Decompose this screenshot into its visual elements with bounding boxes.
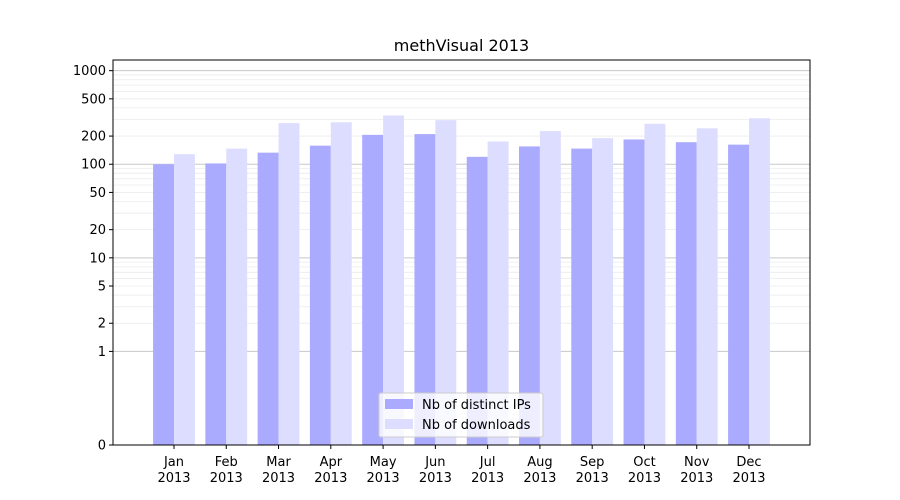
bar-distinct-ips <box>571 148 593 445</box>
bar-distinct-ips <box>153 164 174 445</box>
legend-label-downloads: Nb of downloads <box>422 418 531 433</box>
bar-downloads <box>330 122 352 445</box>
x-tick-label: Sep 2013 <box>576 455 609 486</box>
bar-distinct-ips <box>205 163 227 445</box>
bar-downloads <box>749 118 770 445</box>
bar-downloads <box>173 154 195 446</box>
x-tick-label: Mar 2013 <box>262 455 295 486</box>
bars-layer <box>153 115 770 446</box>
bar-distinct-ips <box>728 144 750 445</box>
bar-distinct-ips <box>414 134 436 446</box>
bar-downloads <box>278 123 300 446</box>
bar-distinct-ips <box>675 142 697 445</box>
x-tick-label: Nov 2013 <box>680 455 713 486</box>
x-tick-label: Feb 2013 <box>210 455 243 486</box>
x-tick-label: Apr 2013 <box>314 455 347 486</box>
y-axis: 0 1 2 5 10 20 50 100 200 500 1000 <box>73 64 113 454</box>
x-tick-label: Aug 2013 <box>523 455 556 486</box>
bar-downloads <box>487 141 509 445</box>
y-tick-label: 2 <box>98 317 106 332</box>
bar-downloads <box>539 131 561 445</box>
y-tick-label: 5 <box>98 280 106 295</box>
bar-downloads <box>383 115 404 445</box>
bar-distinct-ips <box>466 156 488 446</box>
legend: Nb of distinct IPs Nb of downloads <box>378 392 544 438</box>
bar-distinct-ips <box>362 134 384 446</box>
plot-frame <box>112 59 811 446</box>
x-tick-label: Jul 2013 <box>471 455 504 486</box>
x-tick-label: Jun 2013 <box>419 455 452 486</box>
y-tick-label: 200 <box>81 130 106 145</box>
bar-downloads <box>644 123 666 445</box>
y-tick-label: 10 <box>89 251 106 266</box>
y-tick-label: 1 <box>98 345 106 360</box>
bar-distinct-ips <box>623 139 645 445</box>
bar-distinct-ips <box>257 152 279 445</box>
bar-downloads <box>435 120 457 445</box>
chart-title: methVisual 2013 <box>394 36 529 55</box>
bar-downloads <box>696 128 718 445</box>
legend-label-ips: Nb of distinct IPs <box>422 398 531 413</box>
bar-downloads <box>592 138 614 446</box>
y-tick-label: 500 <box>81 92 106 107</box>
y-tick-label: 1000 <box>73 64 106 79</box>
y-tick-label: 20 <box>89 223 106 238</box>
x-tick-label: Jan 2013 <box>157 455 190 486</box>
x-tick-label: Oct 2013 <box>628 455 661 486</box>
legend-box <box>378 392 544 438</box>
y-tick-label: 50 <box>89 186 106 201</box>
x-tick-label: Dec 2013 <box>732 455 765 486</box>
legend-swatch-ips <box>385 399 413 409</box>
y-tick-label: 0 <box>98 439 106 454</box>
y-tick-label: 100 <box>81 158 106 173</box>
bar-downloads <box>226 148 248 445</box>
x-tick-label: May 2013 <box>367 455 400 486</box>
legend-swatch-downloads <box>385 419 413 429</box>
bar-distinct-ips <box>309 145 331 445</box>
bar-distinct-ips <box>519 146 540 446</box>
x-axis: Jan 2013 Feb 2013 Mar 2013 Apr 2013 May 2013 Jun 20… <box>157 445 766 486</box>
